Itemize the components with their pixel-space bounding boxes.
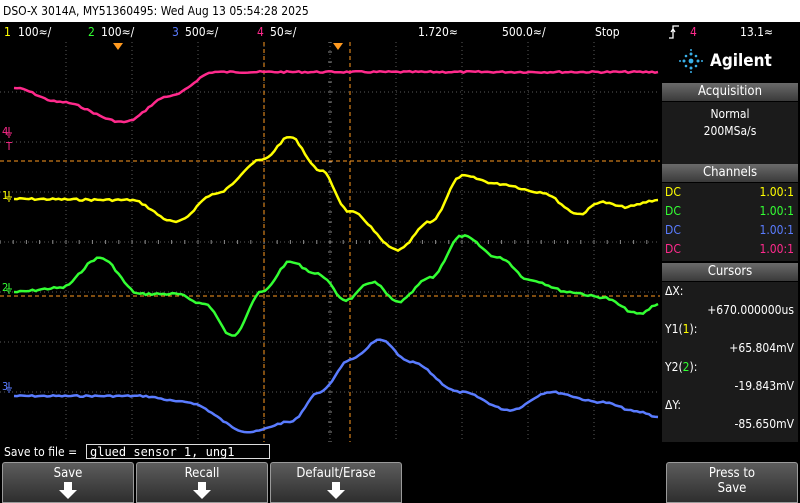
trigger-level-marker: T	[5, 140, 13, 153]
ch4-ground-icon	[6, 127, 12, 138]
trigger-level: 13.1≈	[740, 25, 774, 39]
down-arrow-icon	[193, 482, 211, 499]
default-erase-softkey-label: Default/Erase	[296, 466, 376, 481]
sample-rate: 200MSa/s	[703, 124, 757, 138]
ch2-number[interactable]: 2	[88, 25, 95, 39]
ch4-scale: 50≈/	[270, 25, 297, 39]
ch3-scale: 500≈/	[185, 25, 219, 39]
waveform-display[interactable]: T 4 1 2 3	[0, 42, 660, 442]
ch3-number[interactable]: 3	[172, 25, 179, 39]
ch3-ground-icon	[6, 382, 12, 393]
trigger-channel: 4	[690, 25, 697, 39]
channels-header: Channels	[662, 164, 798, 182]
side-panel: Agilent Acquisition Normal 200MSa/s Chan…	[660, 42, 800, 442]
channel-markers: T 4 1 2 3	[2, 125, 13, 393]
ch4-ground-marker[interactable]: 4	[2, 125, 8, 138]
ch1-number[interactable]: 1	[4, 25, 11, 39]
trigger-position-marker	[113, 43, 123, 50]
ch1-probe: 1.00:1	[759, 185, 794, 199]
ch1-coupling: DC	[665, 185, 681, 199]
ch3-coupling: DC	[665, 223, 681, 237]
cursor-lines[interactable]	[0, 42, 660, 442]
title-text: DSO-X 3014A, MY51360495: Wed Aug 13 05:5…	[3, 4, 309, 18]
time-reference-marker	[333, 43, 343, 50]
time-offset: 1.720≈	[418, 25, 458, 39]
recall-softkey[interactable]: Recall	[136, 462, 268, 503]
ch2-coupling: DC	[665, 204, 681, 218]
press-to-save-softkey[interactable]: Press to Save	[666, 462, 798, 503]
waveform-ch1	[13, 135, 659, 253]
y1-value: +65.804mV	[729, 341, 794, 355]
ch4-number[interactable]: 4	[257, 25, 264, 39]
channel-row-1: DC 1.00:1	[662, 183, 798, 202]
save-softkey-label: Save	[53, 466, 83, 481]
y2-channel: 2	[682, 360, 690, 374]
delta-y-value: -85.650mV	[734, 417, 794, 431]
channel-row-3: DC 1.00:1	[662, 221, 798, 240]
cursors-header: Cursors	[662, 263, 798, 281]
run-state: Stop	[595, 25, 620, 39]
recall-softkey-label: Recall	[184, 466, 220, 481]
channel-row-4: DC 1.00:1	[662, 240, 798, 259]
y2-value: -19.843mV	[734, 379, 794, 393]
ch4-coupling: DC	[665, 242, 681, 256]
waveform-ch3	[13, 338, 659, 434]
acquisition-panel: Normal 200MSa/s	[662, 102, 798, 166]
y1-channel: 1	[682, 322, 690, 336]
delta-x-label: ΔX:	[665, 284, 684, 298]
agilent-spark-icon	[678, 48, 704, 74]
acquisition-mode: Normal	[710, 107, 750, 121]
save-softkey[interactable]: Save	[2, 462, 134, 503]
ch1-ground-icon	[6, 191, 12, 202]
down-arrow-icon	[59, 482, 77, 499]
delta-y-label: ΔY:	[665, 398, 682, 412]
down-arrow-icon	[327, 482, 345, 499]
ch2-ground-icon	[6, 283, 12, 294]
waveform-ch4	[13, 69, 659, 124]
y1-label: Y1(1):	[665, 322, 698, 336]
channels-panel: DC 1.00:1 DC 1.00:1 DC 1.00:1 DC 1.00:1	[662, 183, 798, 261]
ch2-scale: 100≈/	[101, 25, 135, 39]
ch2-probe: 1.00:1	[759, 204, 794, 218]
delta-x-value: +670.000000us	[707, 303, 794, 317]
default-erase-softkey[interactable]: Default/Erase	[270, 462, 402, 503]
time-scale: 500.0≈/	[502, 25, 546, 39]
trigger-edge-icon	[668, 25, 680, 45]
brand-logo: Agilent	[662, 42, 798, 80]
brand-name: Agilent	[710, 51, 772, 71]
ch3-ground-marker[interactable]: 3	[2, 380, 8, 393]
title-bar: DSO-X 3014A, MY51360495: Wed Aug 13 05:5…	[0, 0, 800, 22]
filename-input[interactable]: glued sensor 1, ung1	[86, 444, 270, 459]
press-to-save-label-1: Press to	[708, 466, 756, 481]
press-to-save-label-2: Save	[717, 481, 747, 496]
ch3-probe: 1.00:1	[759, 223, 794, 237]
status-bar: 1 100≈/ 2 100≈/ 3 500≈/ 4 50≈/ 1.720≈ 50…	[0, 22, 800, 42]
acquisition-header: Acquisition	[662, 83, 798, 101]
ch1-ground-marker[interactable]: 1	[2, 189, 8, 202]
y2-label: Y2(2):	[665, 360, 698, 374]
waveform-ch2	[13, 234, 659, 337]
save-row: Save to file = glued sensor 1, ung1	[0, 442, 800, 462]
ch1-scale: 100≈/	[18, 25, 52, 39]
ch2-ground-marker[interactable]: 2	[2, 281, 8, 294]
ch4-probe: 1.00:1	[759, 242, 794, 256]
channel-row-2: DC 1.00:1	[662, 202, 798, 221]
cursors-panel: ΔX: +670.000000us Y1(1): +65.804mV Y2(2)…	[662, 282, 798, 442]
save-to-file-label: Save to file =	[4, 445, 78, 459]
